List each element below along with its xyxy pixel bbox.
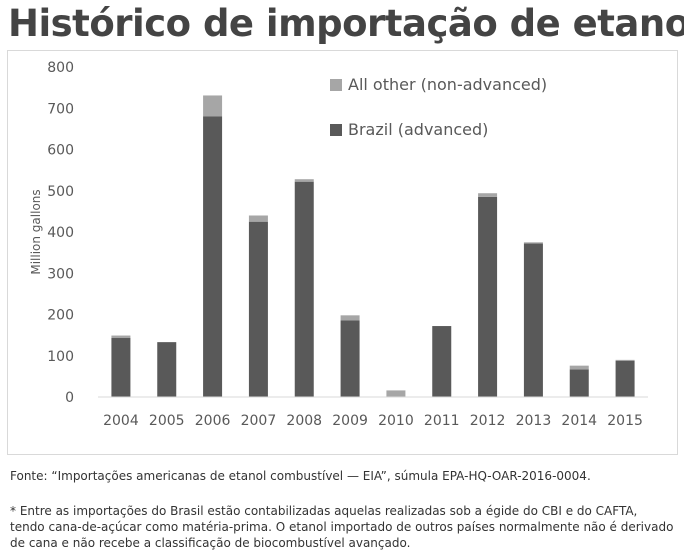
legend-swatch-brazil [330, 124, 342, 136]
bar-brazil-2013 [523, 243, 543, 397]
bar-other-2004 [111, 335, 131, 339]
bar-brazil-2014 [569, 369, 589, 397]
legend-label-other: All other (non-advanced) [348, 75, 547, 94]
y-tick-label: 200 [47, 308, 74, 324]
chart-panel: 0 100 200 300 400 500 600 700 800 2004 2005 2006 20… [7, 50, 678, 455]
y-axis-label: Million gallons [29, 189, 43, 274]
x-tick-label: 2005 [149, 413, 185, 429]
x-tick-label: 2006 [195, 413, 231, 429]
x-tick-label: 2013 [516, 413, 552, 429]
y-tick-label: 100 [47, 349, 74, 365]
bar-other-2006 [203, 95, 223, 117]
x-tick-label: 2014 [561, 413, 597, 429]
x-tick-label: 2004 [103, 413, 139, 429]
bar-brazil-2008 [294, 181, 314, 397]
x-tick-label: 2012 [470, 413, 506, 429]
x-tick-label: 2015 [607, 413, 643, 429]
y-tick-label: 800 [47, 60, 74, 76]
bar-brazil-2009 [340, 320, 360, 397]
bar-other-2012 [478, 193, 498, 197]
footnote: * Entre as importações do Brasil estão c… [10, 504, 674, 550]
y-tick-label: 400 [47, 225, 74, 241]
x-tick-label: 2009 [332, 413, 368, 429]
y-tick-label: 700 [47, 101, 74, 117]
page-title: Histórico de importação de etanol [8, 2, 684, 45]
legend-label-brazil: Brazil (advanced) [348, 120, 488, 139]
y-tick-label: 500 [47, 184, 74, 200]
bar-other-2010 [386, 390, 406, 397]
bars [111, 95, 635, 397]
bar-other-2015 [615, 359, 635, 361]
bar-brazil-2011 [432, 326, 452, 397]
y-axis-ticks: 0 100 200 300 400 500 600 700 800 [47, 60, 74, 406]
legend: All other (non-advanced) Brazil (advanced… [330, 75, 547, 139]
bar-brazil-2004 [111, 338, 131, 397]
x-tick-label: 2010 [378, 413, 414, 429]
bar-other-2007 [248, 215, 268, 222]
y-tick-label: 600 [47, 143, 74, 159]
y-tick-label: 0 [65, 390, 74, 406]
bar-other-2009 [340, 315, 360, 321]
bar-brazil-2006 [203, 116, 223, 397]
source-note: Fonte: “Importações americanas de etanol… [10, 469, 591, 483]
bar-other-2008 [294, 179, 314, 182]
bar-other-2014 [569, 365, 589, 370]
bar-brazil-2015 [615, 360, 635, 397]
bar-brazil-2005 [157, 342, 177, 397]
legend-swatch-other [330, 79, 342, 91]
y-tick-label: 300 [47, 266, 74, 282]
bar-other-2013 [523, 242, 543, 244]
bar-brazil-2007 [248, 221, 268, 397]
x-tick-label: 2011 [424, 413, 460, 429]
x-tick-label: 2007 [241, 413, 277, 429]
x-tick-label: 2008 [286, 413, 322, 429]
bar-brazil-2012 [478, 196, 498, 397]
x-axis-ticks: 2004 2005 2006 2007 2008 2009 2010 2011 2012 2013… [103, 413, 643, 429]
